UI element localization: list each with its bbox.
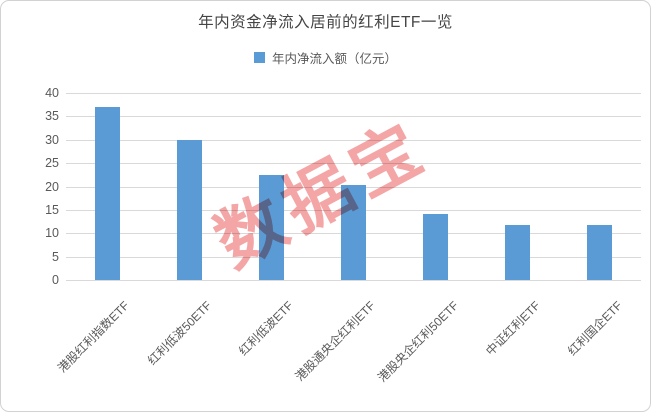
x-axis-label-红利低波ETF: 红利低波ETF xyxy=(236,298,297,359)
gridline-y25 xyxy=(66,163,641,164)
y-tick-label-30: 30 xyxy=(45,133,59,147)
y-tick-label-0: 0 xyxy=(52,273,59,287)
bar-港股央企红利50ETF xyxy=(423,214,448,280)
y-tick-label-15: 15 xyxy=(45,203,59,217)
y-tick-label-25: 25 xyxy=(45,156,59,170)
y-tick-label-10: 10 xyxy=(45,226,59,240)
y-tick-label-20: 20 xyxy=(45,180,59,194)
legend-swatch xyxy=(253,52,265,63)
bar-港股通央企红利ETF xyxy=(341,185,366,280)
bar-红利国企ETF xyxy=(587,225,612,280)
y-tick-label-5: 5 xyxy=(52,250,59,264)
legend-series-label: 年内净流入额（亿元） xyxy=(271,52,397,66)
bar-红利低波50ETF xyxy=(177,140,202,280)
y-tick-label-35: 35 xyxy=(45,109,59,123)
x-axis-label-红利国企ETF: 红利国企ETF xyxy=(565,298,626,359)
bar-红利低波ETF xyxy=(259,175,284,280)
x-axis-label-港股红利指数ETF: 港股红利指数ETF xyxy=(55,298,133,376)
bar-中证红利ETF xyxy=(505,225,530,280)
x-axis-label-港股央企红利50ETF: 港股央企红利50ETF xyxy=(375,298,462,385)
x-axis-label-中证红利ETF: 中证红利ETF xyxy=(483,298,544,359)
legend: 年内净流入额（亿元） xyxy=(1,48,650,67)
chart-title: 年内资金净流入居前的红利ETF一览 xyxy=(198,14,453,31)
bar-港股红利指数ETF xyxy=(95,107,120,280)
gridline-y35 xyxy=(66,116,641,117)
x-axis-label-港股通央企红利ETF: 港股通央企红利ETF xyxy=(292,298,379,384)
y-tick-label-40: 40 xyxy=(45,86,59,100)
gridline-y30 xyxy=(66,140,641,141)
gridline-y0 xyxy=(66,280,641,281)
gridline-y40 xyxy=(66,93,641,94)
x-axis-label-红利低波50ETF: 红利低波50ETF xyxy=(145,298,215,368)
